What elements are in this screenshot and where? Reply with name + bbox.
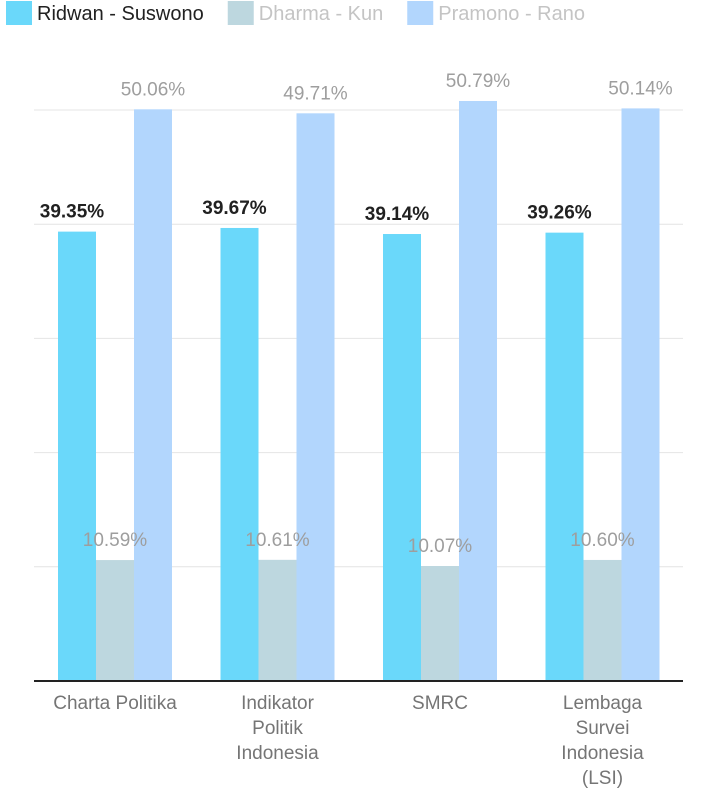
value-label-s1-c3: 10.60% — [570, 530, 635, 551]
value-label-s1-c2: 10.07% — [408, 536, 473, 557]
value-label-s1-c1: 10.61% — [245, 530, 310, 551]
category-label-3-line-1: Survei — [576, 718, 630, 739]
bars — [58, 100, 660, 682]
bar-s2-c0 — [134, 109, 172, 681]
category-label-1-line-2: Indonesia — [236, 743, 319, 764]
value-labels: 39.35% 10.59% 50.06% 39.67% 10.61% 49.71% 39.1… — [40, 71, 673, 557]
category-label-2-line-0: SMRC — [412, 693, 468, 714]
gridlines — [34, 109, 683, 568]
legend-swatch-0 — [6, 1, 32, 25]
value-label-s0-c0: 39.35% — [40, 202, 105, 223]
bar-s1-c2 — [421, 566, 459, 681]
legend-swatch-1 — [227, 1, 254, 25]
category-label-3: Lembaga Survei Indonesia (LSI) — [561, 693, 644, 789]
bar-s2-c2 — [459, 100, 497, 681]
bar-s1-c1 — [258, 559, 297, 681]
category-labels: Charta Politika Indikator Politik Indonesia… — [53, 693, 644, 789]
value-label-s2-c2: 50.79% — [446, 71, 511, 92]
category-label-1-line-1: Politik — [252, 718, 303, 739]
category-label-2: SMRC — [412, 693, 468, 714]
value-label-s0-c3: 39.26% — [527, 203, 592, 224]
legend-label-1: Dharma - Kun — [259, 3, 384, 25]
value-label-s0-c2: 39.14% — [365, 204, 430, 225]
category-label-0: Charta Politika — [53, 693, 177, 714]
category-label-3-line-2: Indonesia — [561, 743, 644, 764]
category-label-3-line-3: (LSI) — [582, 768, 623, 789]
legend-swatch-2 — [407, 1, 434, 25]
bar-s2-c3 — [621, 108, 660, 682]
bar-s0-c3 — [545, 232, 584, 681]
bar-s1-c3 — [583, 559, 622, 681]
category-label-1-line-0: Indikator — [241, 693, 315, 714]
value-label-s2-c1: 49.71% — [283, 83, 348, 104]
legend-label-2: Pramono - Rano — [438, 3, 585, 25]
bar-s0-c0 — [58, 231, 96, 682]
legend: Ridwan - Suswono Dharma - Kun Pramono - Ra… — [6, 1, 585, 25]
value-label-s2-c3: 50.14% — [608, 78, 673, 99]
bar-s2-c1 — [296, 113, 335, 682]
value-label-s2-c0: 50.06% — [121, 79, 186, 100]
bar-s0-c1 — [220, 227, 259, 681]
bar-s1-c0 — [96, 560, 134, 681]
bar-s0-c2 — [383, 234, 421, 682]
category-label-3-line-0: Lembaga — [563, 693, 643, 714]
category-label-1: Indikator Politik Indonesia — [236, 693, 319, 764]
value-label-s0-c1: 39.67% — [202, 198, 267, 219]
value-label-s1-c0: 10.59% — [83, 530, 148, 551]
legend-label-0: Ridwan - Suswono — [37, 3, 204, 25]
category-label-0-line-0: Charta Politika — [53, 693, 177, 714]
